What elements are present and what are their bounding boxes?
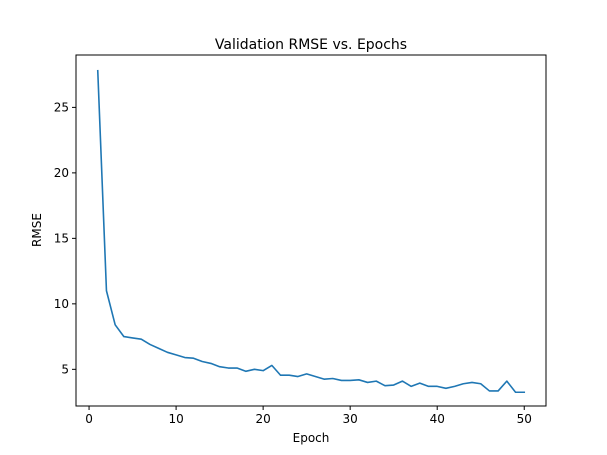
y-axis: 5 10 15 20 25 [54,100,76,376]
x-tick-label: 10 [168,412,183,426]
y-tick-label: 15 [54,231,69,245]
y-tick-label: 10 [54,297,69,311]
series-line [96,69,526,394]
y-tick-label: 20 [54,166,69,180]
chart-title: Validation RMSE vs. Epochs [215,37,407,53]
x-axis: 0 10 20 30 40 50 [85,406,532,426]
y-axis-label: RMSE [30,213,44,247]
x-tick-label: 50 [517,412,532,426]
x-tick-label: 40 [430,412,445,426]
y-tick-label: 5 [61,362,69,376]
x-tick-label: 30 [343,412,358,426]
plot-area [96,69,526,394]
x-tick-label: 0 [85,412,93,426]
x-axis-label: Epoch [293,431,330,445]
y-tick-label: 25 [54,100,69,114]
x-tick-label: 20 [255,412,270,426]
axes-frame [75,54,547,407]
